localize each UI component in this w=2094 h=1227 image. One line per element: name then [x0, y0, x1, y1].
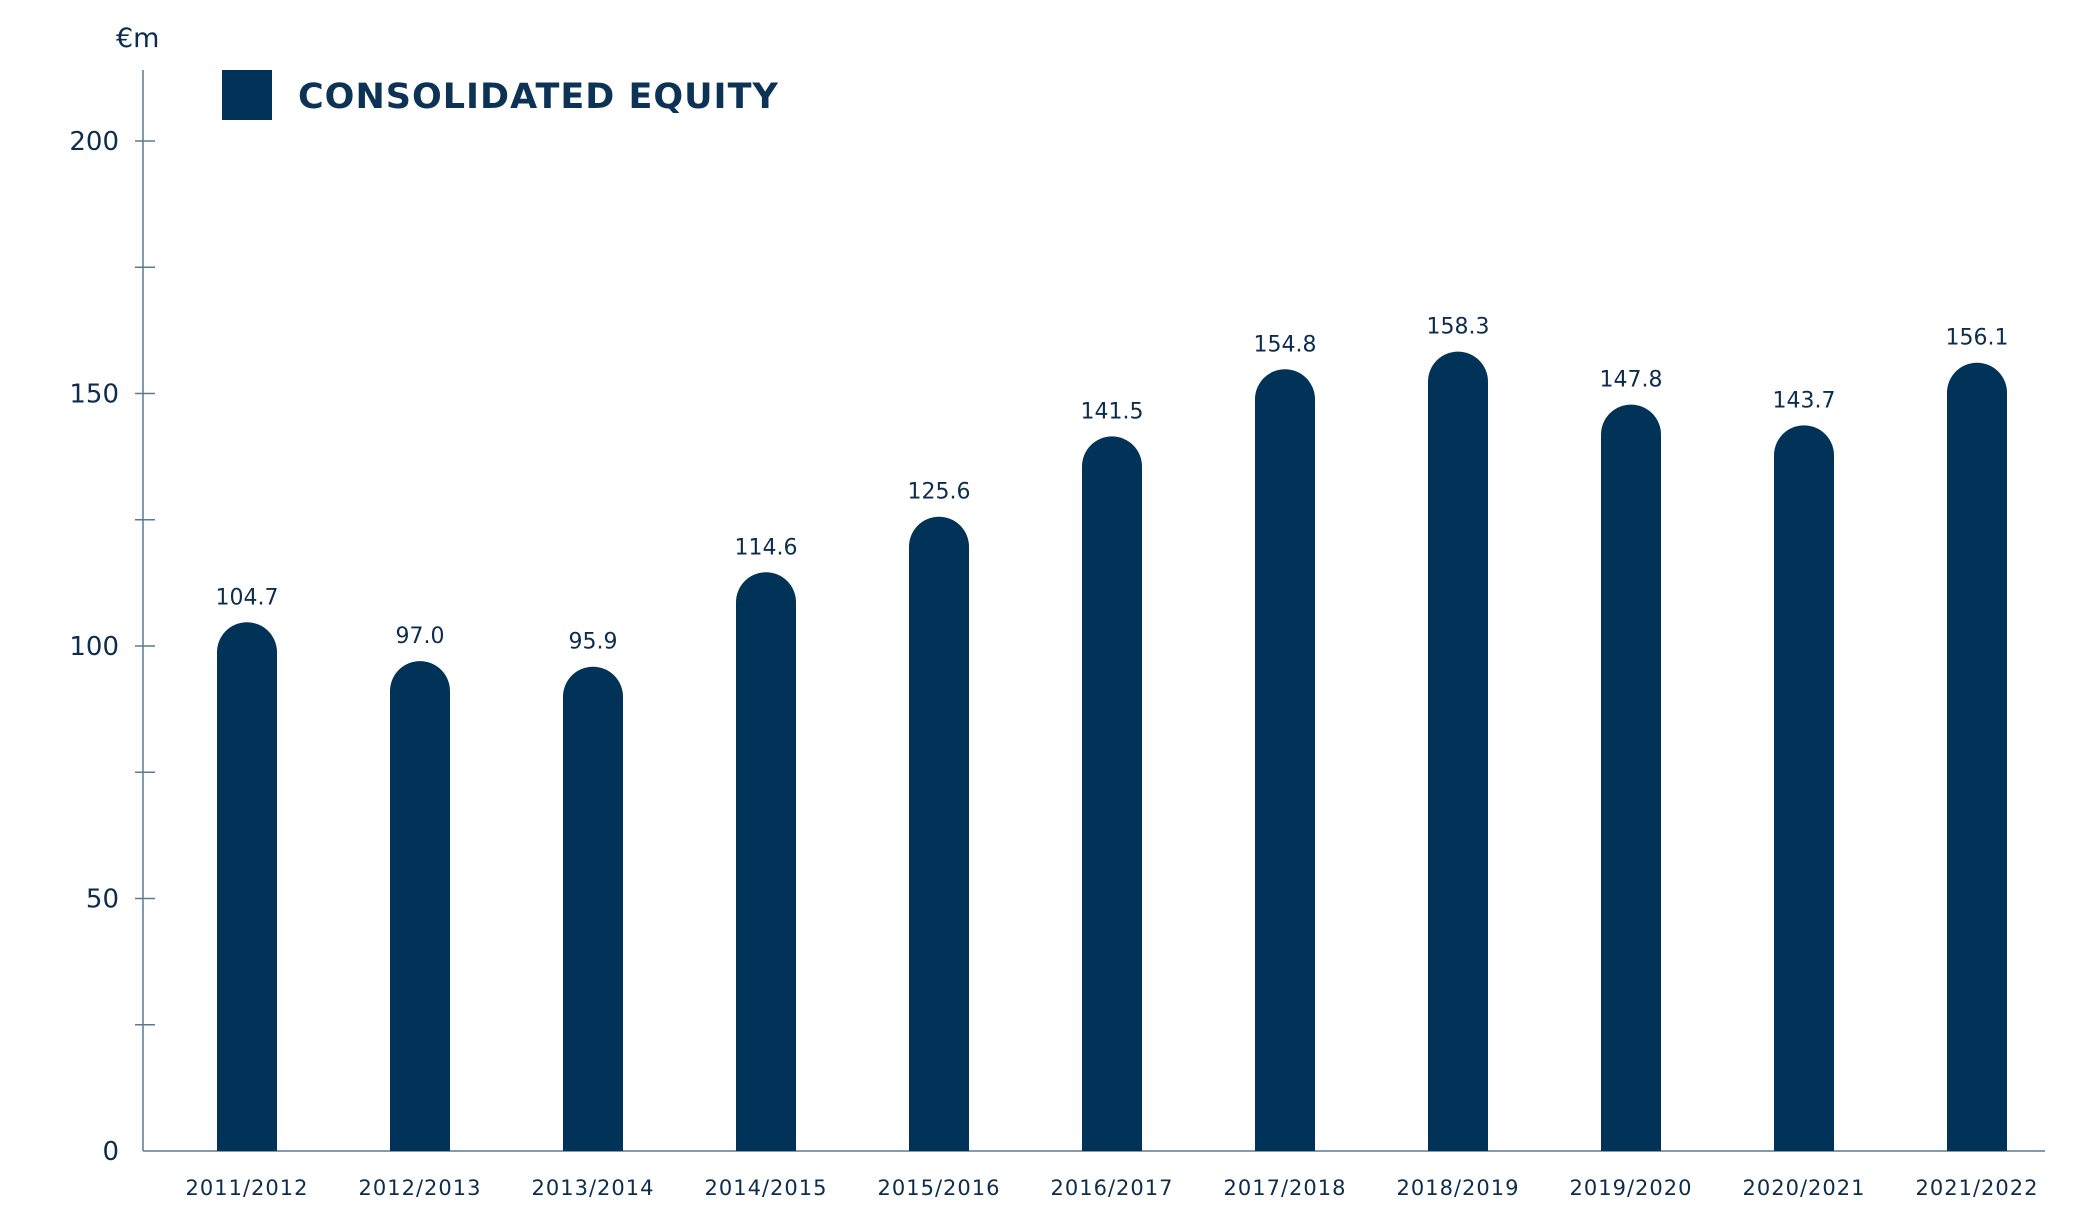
bar-2017-2018 [1255, 369, 1315, 1152]
category-label: 2016/2017 [1051, 1176, 1174, 1200]
bar-2018-2019 [1428, 351, 1488, 1151]
y-tick-label: 150 [69, 380, 119, 410]
value-label: 154.8 [1254, 332, 1317, 357]
value-labels: 104.7 97.0 95.9 114.6 125.6 141.5 154.8 158.3 14… [216, 315, 2009, 655]
y-tick-label: 100 [69, 632, 119, 662]
bar-2011-2012 [217, 622, 277, 1151]
category-label: 2021/2022 [1916, 1176, 2039, 1200]
y-tick-label: 0 [102, 1137, 119, 1167]
value-label: 97.0 [396, 624, 445, 649]
value-label: 156.1 [1946, 326, 2009, 351]
category-labels: 2011/2012 2012/2013 2013/2014 2014/2015 2015… [186, 1176, 2039, 1200]
category-label: 2019/2020 [1570, 1176, 1693, 1200]
bar-2012-2013 [390, 661, 450, 1151]
bar-2014-2015 [736, 572, 796, 1151]
bar-2015-2016 [909, 516, 969, 1151]
category-label: 2013/2014 [532, 1176, 655, 1200]
category-label: 2018/2019 [1397, 1176, 1520, 1200]
category-label: 2012/2013 [359, 1176, 482, 1200]
y-axis: €m 0 50 100 150 200 [69, 23, 159, 1167]
category-label: 2015/2016 [878, 1176, 1001, 1200]
legend: CONSOLIDATED EQUITY [222, 70, 779, 120]
bar-2013-2014 [563, 666, 623, 1151]
bar-2016-2017 [1082, 436, 1142, 1151]
bar-2020-2021 [1774, 425, 1834, 1151]
y-unit-label: €m [116, 23, 159, 54]
value-label: 125.6 [908, 480, 971, 505]
value-label: 114.6 [735, 535, 798, 560]
y-tick-label: 200 [69, 127, 119, 157]
category-label: 2014/2015 [705, 1176, 828, 1200]
bars [217, 351, 2007, 1152]
value-label: 95.9 [569, 630, 618, 655]
value-label: 104.7 [216, 585, 279, 610]
value-label: 141.5 [1081, 399, 1144, 424]
y-ticks: 0 50 100 150 200 [69, 127, 155, 1167]
category-label: 2011/2012 [186, 1176, 309, 1200]
value-label: 143.7 [1773, 388, 1836, 413]
y-tick-label: 50 [86, 885, 119, 915]
legend-label: CONSOLIDATED EQUITY [298, 77, 779, 117]
category-label: 2017/2018 [1224, 1176, 1347, 1200]
value-label: 147.8 [1600, 368, 1663, 393]
legend-swatch [222, 70, 272, 120]
value-label: 158.3 [1427, 315, 1490, 340]
category-label: 2020/2021 [1743, 1176, 1866, 1200]
bar-2019-2020 [1601, 404, 1661, 1152]
bar-2021-2022 [1947, 362, 2007, 1151]
